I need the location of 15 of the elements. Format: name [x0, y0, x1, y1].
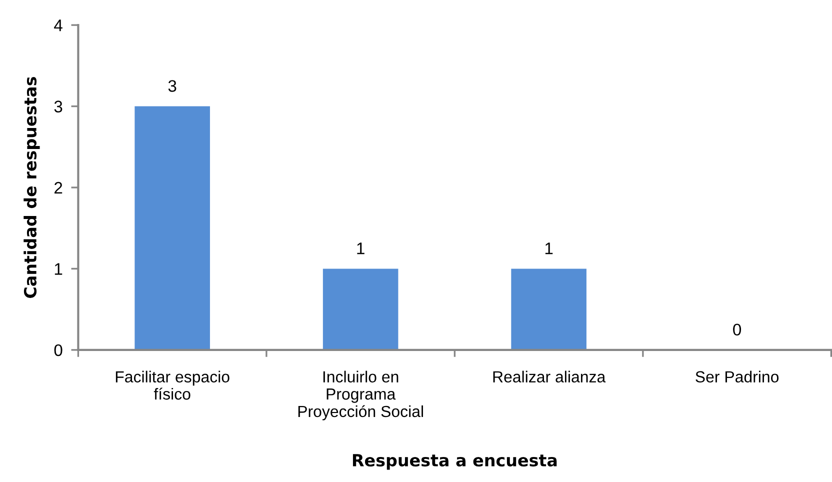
- y-tick-label: 4: [54, 20, 62, 32]
- x-tick-label: Incluirlo en Programa Proyección Social: [298, 370, 423, 420]
- data-label: 3: [168, 80, 176, 92]
- y-tick-label: 2: [54, 182, 62, 194]
- data-label: 1: [357, 242, 364, 254]
- data-label: 1: [545, 242, 553, 254]
- x-axis-title: Respuesta a encuesta: [352, 454, 557, 470]
- data-label: 0: [733, 324, 742, 336]
- x-tick-label: Ser Padrino: [696, 370, 779, 382]
- y-axis-title: Cantidad de respuestas: [24, 77, 40, 298]
- x-tick-label: Facilitar espacio físico: [116, 370, 230, 400]
- y-tick-label: 0: [54, 344, 62, 356]
- y-tick-label: 3: [54, 100, 62, 112]
- y-tick-label: 1: [54, 263, 62, 275]
- x-tick-label: Realizar alianza: [493, 370, 606, 382]
